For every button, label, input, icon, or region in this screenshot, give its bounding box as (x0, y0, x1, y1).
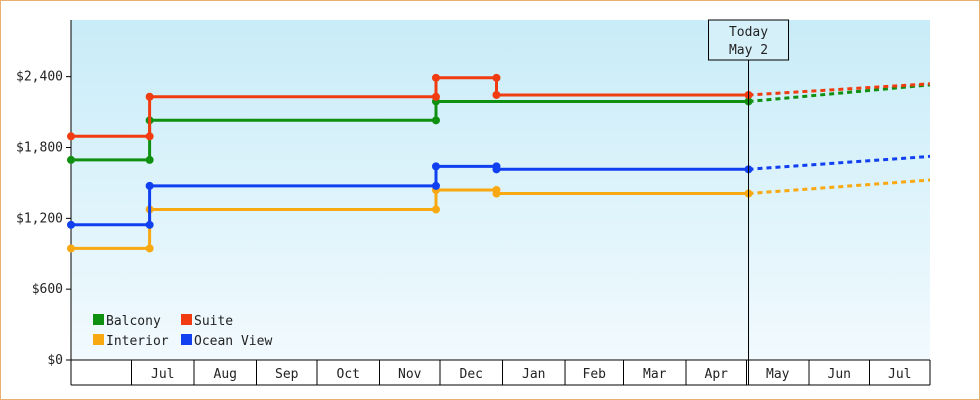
data-point[interactable] (431, 181, 440, 190)
legend-label: Interior (106, 334, 169, 349)
data-point[interactable] (67, 155, 75, 164)
x-tick-label: Dec (460, 367, 483, 382)
today-marker: Today May 2 (708, 19, 790, 385)
series-balcony (67, 83, 931, 164)
x-tick-label: Feb (583, 367, 607, 382)
data-point[interactable] (431, 73, 440, 82)
y-axis: $0 $600 $1,200 $1,800 $2,400 (16, 20, 72, 368)
y-tick-label: $2,400 (16, 70, 63, 85)
data-point[interactable] (145, 244, 154, 253)
data-point[interactable] (492, 165, 501, 174)
legend-item[interactable]: Balcony (93, 314, 161, 329)
x-tick-label: Oct (337, 367, 360, 382)
data-point[interactable] (67, 132, 75, 141)
data-point[interactable] (492, 90, 501, 99)
data-point[interactable] (431, 92, 440, 101)
series-layer (67, 73, 931, 253)
x-tick-label: Jan (522, 367, 545, 382)
y-tick-label: $1,800 (16, 141, 63, 156)
legend-swatch (93, 314, 104, 325)
y-tick-label: $1,200 (16, 211, 63, 226)
x-tick-label: Jul (151, 367, 174, 382)
series-forecast-line (748, 154, 931, 171)
x-tick-label: Nov (398, 367, 422, 382)
legend-label: Suite (194, 314, 233, 329)
legend: Balcony Suite Interior Ocean View (93, 314, 272, 349)
y-tick-label: $600 (32, 282, 63, 297)
x-tick-label: Sep (275, 367, 299, 382)
today-label: Today (729, 25, 768, 40)
data-point[interactable] (431, 116, 440, 125)
series-suite (67, 73, 931, 141)
y-tick-label: $0 (47, 353, 63, 368)
data-point[interactable] (145, 181, 154, 190)
today-date-label: May 2 (729, 43, 768, 58)
x-tick-label: Aug (214, 367, 237, 382)
data-point[interactable] (492, 189, 501, 198)
x-tick-label: Apr (705, 367, 729, 382)
series-interior (67, 178, 931, 253)
data-point[interactable] (431, 162, 440, 171)
x-axis: Jul Aug Sep Oct Nov Dec Jan Feb Mar Apr May Jun Jul (70, 359, 931, 386)
data-point[interactable] (431, 205, 440, 214)
legend-item[interactable]: Suite (181, 314, 233, 329)
legend-item[interactable]: Ocean View (181, 334, 272, 349)
x-tick-label: Jun (828, 367, 851, 382)
data-point[interactable] (145, 220, 154, 229)
data-point[interactable] (67, 244, 75, 253)
series-forecast-line (748, 83, 931, 103)
series-line (71, 100, 749, 162)
legend-swatch (181, 314, 192, 325)
legend-item[interactable]: Interior (93, 334, 169, 349)
series-forecast-line (748, 178, 931, 195)
plot-area (71, 20, 930, 360)
x-tick-label: May (766, 367, 790, 382)
legend-label: Ocean View (194, 334, 272, 349)
data-point[interactable] (145, 132, 154, 141)
data-point[interactable] (492, 73, 501, 82)
x-tick-label: Mar (643, 367, 667, 382)
data-point[interactable] (67, 220, 75, 229)
legend-swatch (181, 334, 192, 345)
data-point[interactable] (145, 155, 154, 164)
data-point[interactable] (145, 92, 154, 101)
series-ocean-view (67, 154, 931, 229)
legend-label: Balcony (106, 314, 161, 329)
legend-swatch (93, 334, 104, 345)
x-tick-label: Jul (888, 367, 911, 382)
series-forecast-line (748, 82, 931, 97)
today-box (708, 19, 790, 61)
